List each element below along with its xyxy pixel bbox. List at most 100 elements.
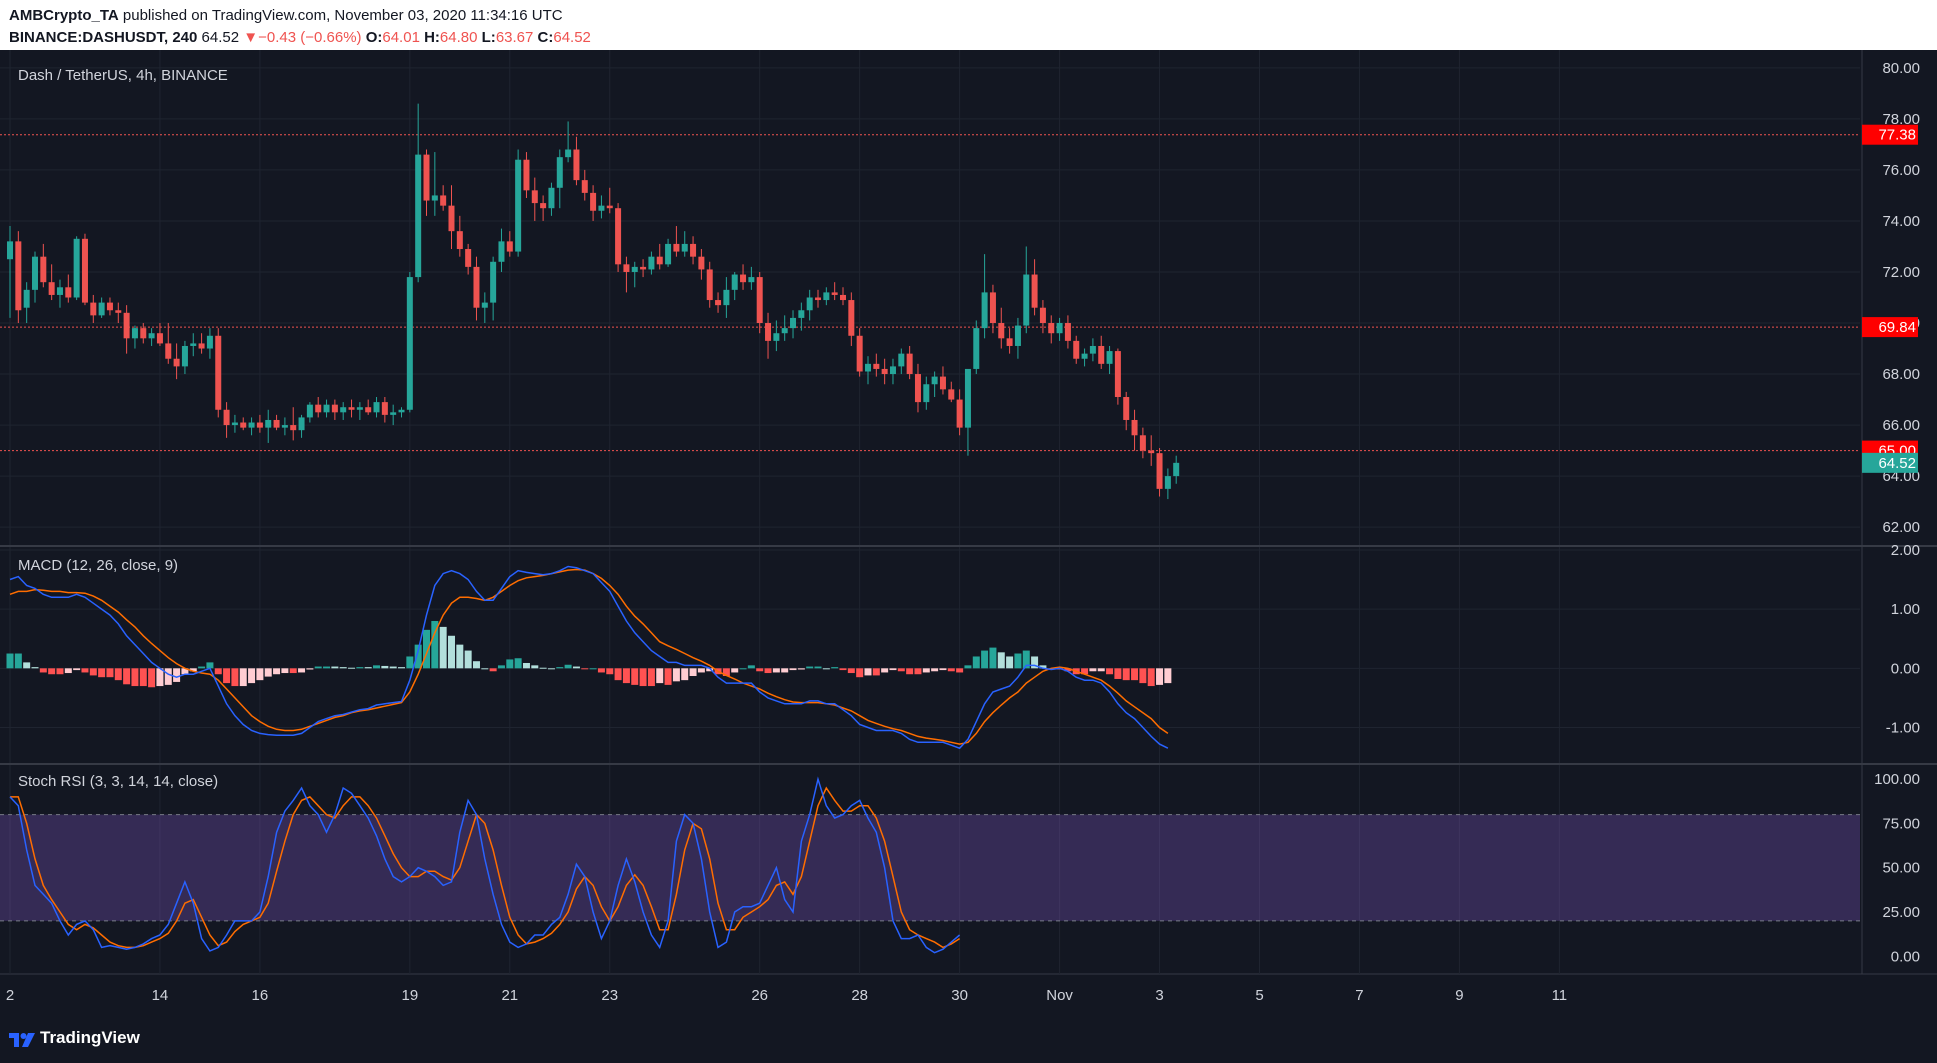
candle-body bbox=[473, 266, 480, 308]
candle-body bbox=[998, 323, 1005, 339]
candle-body bbox=[615, 208, 622, 265]
price-axis-label: 76.00 bbox=[1882, 162, 1920, 179]
down-arrow-icon: ▼ bbox=[243, 29, 259, 46]
candle-body bbox=[465, 249, 472, 267]
macd-histogram-bar bbox=[6, 653, 14, 669]
candle-body bbox=[690, 243, 697, 257]
tradingview-logo-icon[interactable] bbox=[8, 1027, 36, 1049]
candle-body bbox=[173, 358, 180, 367]
candle-body bbox=[931, 376, 938, 385]
macd-histogram-bar bbox=[522, 662, 530, 669]
macd-histogram-bar bbox=[406, 656, 414, 669]
macd-histogram-bar bbox=[398, 667, 406, 669]
candle-body bbox=[773, 333, 780, 341]
candle-body bbox=[698, 256, 705, 270]
candle-body bbox=[590, 192, 597, 211]
macd-histogram-bar bbox=[248, 668, 256, 684]
candle-body bbox=[798, 310, 805, 318]
macd-histogram-bar bbox=[914, 668, 922, 675]
chart-area[interactable]: 2 14 16 19 21 23 26 28 30 Nov 3 5 7 9 11 80.00 78.00 76.0… bbox=[0, 50, 1937, 1014]
macd-histogram-bar bbox=[164, 668, 172, 685]
macd-histogram-bar bbox=[931, 668, 939, 672]
macd-histogram-bar bbox=[447, 635, 455, 669]
stoch-axis-label: 75.00 bbox=[1882, 815, 1920, 832]
price-axis-label: 62.00 bbox=[1882, 519, 1920, 536]
candle-body bbox=[498, 241, 505, 262]
candle-body bbox=[848, 300, 855, 336]
macd-histogram-bar bbox=[597, 668, 605, 673]
candle-body bbox=[964, 368, 971, 428]
macd-histogram-bar bbox=[23, 662, 31, 669]
macd-histogram-bar bbox=[323, 666, 331, 669]
macd-histogram-bar bbox=[339, 667, 347, 669]
macd-histogram-bar bbox=[148, 668, 156, 688]
stoch-axis-label: 50.00 bbox=[1882, 860, 1920, 877]
macd-histogram-bar bbox=[1106, 668, 1114, 675]
candle-body bbox=[1023, 274, 1030, 326]
candle-body bbox=[231, 422, 238, 426]
macd-histogram-bar bbox=[331, 666, 339, 669]
macd-histogram-bar bbox=[922, 668, 930, 673]
candle-body bbox=[1039, 307, 1046, 324]
candle-body bbox=[748, 277, 755, 283]
publisher-name[interactable]: AMBCrypto_TA bbox=[9, 7, 119, 24]
tradingview-brand[interactable]: TradingView bbox=[40, 1028, 140, 1047]
macd-axis-label: 2.00 bbox=[1891, 542, 1920, 559]
candle-body bbox=[556, 157, 563, 188]
time-axis-label: 23 bbox=[601, 987, 618, 1004]
macd-histogram-bar bbox=[73, 668, 81, 671]
symbol-name[interactable]: BINANCE:DASHUSDT, 240 bbox=[9, 29, 198, 46]
time-axis-label: 7 bbox=[1355, 987, 1363, 1004]
macd-histogram-bar bbox=[139, 668, 147, 687]
candle-body bbox=[831, 292, 838, 295]
chart-canvas[interactable]: 2 14 16 19 21 23 26 28 30 Nov 3 5 7 9 11 80.00 78.00 76.0… bbox=[0, 50, 1937, 1014]
candle-body bbox=[165, 343, 172, 359]
candle-body bbox=[1014, 325, 1021, 346]
candle-body bbox=[1139, 435, 1146, 451]
candle-body bbox=[181, 345, 188, 367]
open-value: 64.01 bbox=[382, 29, 420, 46]
stoch-band-fill bbox=[0, 814, 1860, 921]
candle-body bbox=[531, 190, 538, 204]
macd-histogram-bar bbox=[364, 667, 372, 669]
footer: TradingView bbox=[0, 1014, 1937, 1063]
macd-histogram-bar bbox=[697, 668, 705, 673]
candle-body bbox=[223, 409, 230, 426]
macd-histogram-bar bbox=[14, 653, 22, 669]
macd-histogram-bar bbox=[48, 668, 56, 675]
macd-axis-label: 0.00 bbox=[1891, 660, 1920, 677]
macd-histogram-bar bbox=[81, 668, 89, 673]
macd-histogram-bar bbox=[614, 668, 622, 681]
macd-histogram-bar bbox=[31, 667, 39, 669]
level-price-label: 69.84 bbox=[1878, 319, 1916, 336]
macd-histogram-bar bbox=[464, 650, 472, 669]
macd-histogram-bar bbox=[489, 668, 497, 672]
price-axis-label: 80.00 bbox=[1882, 60, 1920, 77]
candle-body bbox=[765, 323, 772, 341]
candle-body bbox=[740, 274, 747, 283]
candle-body bbox=[756, 277, 763, 324]
macd-histogram-bar bbox=[206, 662, 214, 669]
macd-histogram-bar bbox=[672, 668, 680, 682]
macd-histogram-bar bbox=[131, 668, 139, 687]
macd-histogram-bar bbox=[814, 666, 822, 669]
macd-histogram-bar bbox=[747, 665, 755, 669]
candle-body bbox=[515, 159, 522, 252]
candle-body bbox=[840, 294, 846, 301]
candle-body bbox=[365, 407, 372, 413]
candle-body bbox=[1098, 345, 1105, 364]
time-axis-label: 14 bbox=[152, 987, 169, 1004]
stoch-axis-label: 25.00 bbox=[1882, 904, 1920, 921]
macd-histogram-bar bbox=[547, 668, 555, 670]
macd-histogram-bar bbox=[256, 668, 264, 681]
macd-histogram-bar bbox=[239, 668, 247, 687]
candle-body bbox=[273, 419, 280, 428]
candle-body bbox=[665, 243, 672, 265]
macd-histogram-bar bbox=[314, 666, 322, 669]
macd-histogram-bar bbox=[456, 644, 464, 669]
macd-histogram-bar bbox=[806, 666, 814, 669]
candle-body bbox=[281, 425, 288, 428]
candle-body bbox=[415, 154, 422, 278]
macd-histogram-bar bbox=[572, 666, 580, 669]
macd-histogram-bar bbox=[1097, 668, 1105, 672]
